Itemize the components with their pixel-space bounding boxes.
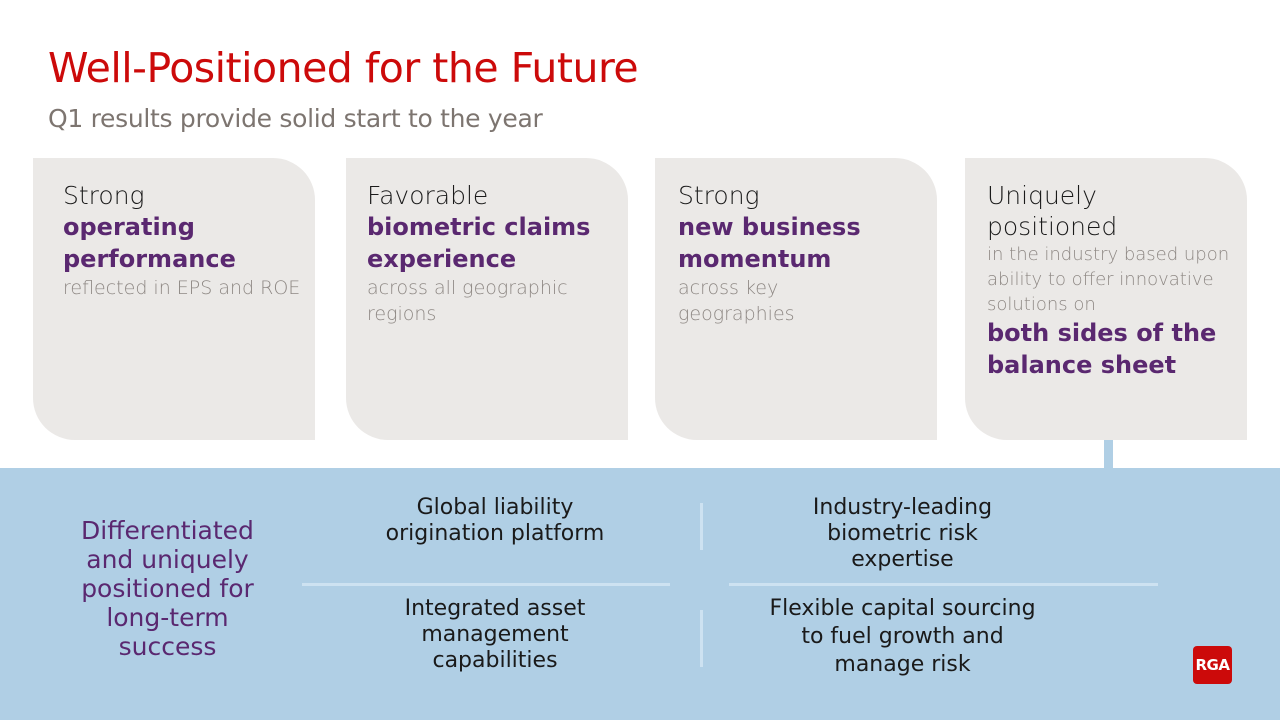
card-detail: across key geographies <box>678 277 795 325</box>
positioning-statement: Differentiated and uniquely positioned f… <box>81 516 254 661</box>
band-item: Global liability origination platform <box>385 495 605 546</box>
card-lead: Uniquely positioned <box>987 181 1118 241</box>
card-operating-performance: Strong operating performance reflected i… <box>33 158 315 440</box>
rga-logo: RGA <box>1193 646 1232 684</box>
card-detail: in the industry based upon ability to of… <box>987 244 1230 315</box>
card-detail: across all geographic regions <box>367 277 568 325</box>
connector <box>1104 440 1113 468</box>
band-item: Flexible capital sourcing to fuel growth… <box>769 596 1036 677</box>
card-uniquely-positioned: Uniquely positioned in the industry base… <box>965 158 1247 440</box>
card-highlight: both sides of the balance sheet <box>987 319 1217 379</box>
divider <box>700 503 703 550</box>
card-highlight: new business momentum <box>678 213 861 273</box>
card-biometric-claims: Favorable biometric claims experience ac… <box>346 158 628 440</box>
card-new-business: Strong new business momentum across key … <box>655 158 937 440</box>
divider <box>729 583 1158 586</box>
band-item: Integrated asset management capabilities <box>404 596 586 673</box>
slide-subtitle: Q1 results provide solid start to the ye… <box>48 104 543 133</box>
logo-text: RGA <box>1195 656 1230 674</box>
card-highlight: operating performance <box>63 213 236 273</box>
card-highlight: biometric claims experience <box>367 213 591 273</box>
card-lead: Favorable <box>367 181 489 210</box>
divider <box>302 583 670 586</box>
card-detail: reflected in EPS and ROE <box>63 277 301 299</box>
divider <box>700 610 703 667</box>
card-lead: Strong <box>678 181 760 210</box>
slide-title: Well-Positioned for the Future <box>48 44 639 92</box>
band-item: Industry-leading biometric risk expertis… <box>812 495 993 572</box>
card-lead: Strong <box>63 181 145 210</box>
bottom-band <box>0 468 1280 720</box>
